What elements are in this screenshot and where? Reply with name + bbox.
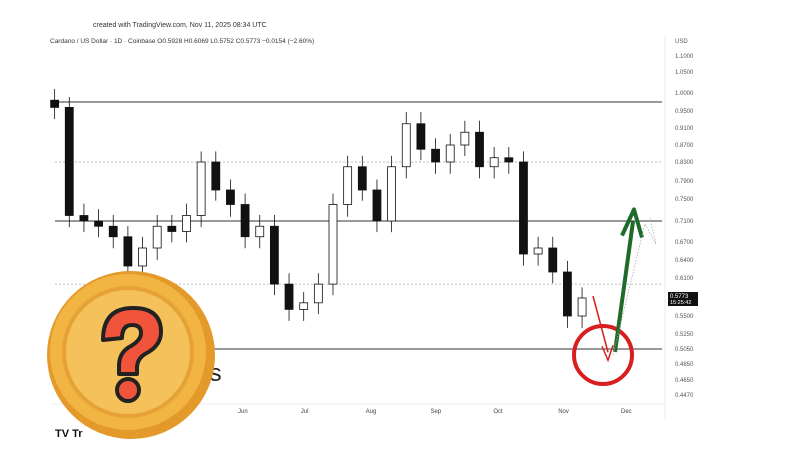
x-tick-label: Aug xyxy=(366,409,377,415)
candle-body xyxy=(255,225,265,238)
candle-body xyxy=(64,107,74,216)
candle-body xyxy=(226,189,235,205)
candle-body xyxy=(401,123,411,168)
y-tick-label: 0.6100 xyxy=(675,276,694,282)
candle-body xyxy=(343,166,353,205)
candle-body xyxy=(475,131,484,168)
projection-path xyxy=(612,217,657,356)
candle-body xyxy=(357,166,367,191)
target-circle xyxy=(572,324,634,386)
up-arrow-line xyxy=(613,221,635,353)
candle-body xyxy=(269,225,279,285)
y-tick-label: 0.4470 xyxy=(675,393,694,399)
x-tick-label: Nov xyxy=(558,409,569,415)
y-tick-label: 0.7500 xyxy=(675,197,694,203)
x-tick-label: Jun xyxy=(238,409,248,415)
down-arrow-head xyxy=(601,345,614,363)
down-arrow-line xyxy=(592,295,609,353)
tradingview-logo: TV Tr xyxy=(55,428,83,440)
candle-body xyxy=(387,166,397,222)
candle-body xyxy=(313,283,323,304)
y-tick-label: 0.9500 xyxy=(675,109,694,115)
candle-body xyxy=(445,144,455,163)
candle-body xyxy=(299,302,309,310)
candle-body xyxy=(548,247,558,273)
x-tick-label: Dec xyxy=(621,409,632,415)
y-tick-label: 0.6400 xyxy=(675,258,694,264)
y-tick-label: 0.6700 xyxy=(675,240,694,246)
candle-body xyxy=(489,157,499,168)
candle-body xyxy=(519,161,528,255)
y-tick-label: 0.8700 xyxy=(675,143,694,149)
last-price-countdown: 15:25:42 xyxy=(670,300,691,306)
x-tick-label: Oct xyxy=(493,409,503,415)
candle-body xyxy=(416,123,426,150)
y-tick-label: 1.0000 xyxy=(675,91,694,97)
candle-body xyxy=(167,225,177,232)
candle-body xyxy=(94,220,103,227)
last-price-tag xyxy=(668,292,698,306)
y-tick-label: 0.5050 xyxy=(675,347,694,353)
x-tick-label: Sep xyxy=(431,409,442,415)
y-tick-label: 0.7900 xyxy=(675,179,694,185)
y-tick-label: 0.5250 xyxy=(675,332,694,338)
y-tick-label: 0.4650 xyxy=(675,378,694,384)
y-tick-label: 1.0500 xyxy=(675,70,694,76)
x-tick-label: Jul xyxy=(301,409,309,415)
candle-body xyxy=(431,148,440,163)
candle-body xyxy=(460,131,470,146)
y-tick-label: 1.1000 xyxy=(675,54,694,60)
y-tick-label: 0.4850 xyxy=(675,362,694,368)
candle-body xyxy=(577,297,587,317)
candle-body xyxy=(504,157,514,163)
created-caption: created with TradingView.com, Nov 11, 20… xyxy=(93,22,267,29)
candle-body xyxy=(50,99,60,108)
y-tick-label: 0.9100 xyxy=(675,126,694,132)
last-price-value: 0.5773 xyxy=(670,294,689,300)
coin-question-icon xyxy=(47,271,215,439)
candle-body xyxy=(563,271,572,317)
candle-body xyxy=(372,189,382,222)
up-arrow-head xyxy=(620,207,644,239)
candle-body xyxy=(123,236,133,267)
symbol-ohlc-line: Cardano / US Dollar · 1D · Coinbase O0.5… xyxy=(50,38,315,45)
candle-body xyxy=(152,225,162,249)
y-tick-label: 0.7100 xyxy=(675,219,694,225)
candle-body xyxy=(240,204,250,238)
candle-body xyxy=(196,161,206,216)
candle-body xyxy=(79,215,89,222)
candle-body xyxy=(211,161,221,191)
y-tick-label: 0.5500 xyxy=(675,314,694,320)
candle-body xyxy=(284,283,294,310)
y-tick-label: 0.8300 xyxy=(675,160,694,166)
candle-body xyxy=(182,215,191,232)
candle-body xyxy=(328,204,338,285)
y-axis-unit: USD xyxy=(675,39,688,45)
candle-body xyxy=(108,225,118,238)
candle-body xyxy=(533,247,543,255)
candle-body xyxy=(138,247,147,267)
